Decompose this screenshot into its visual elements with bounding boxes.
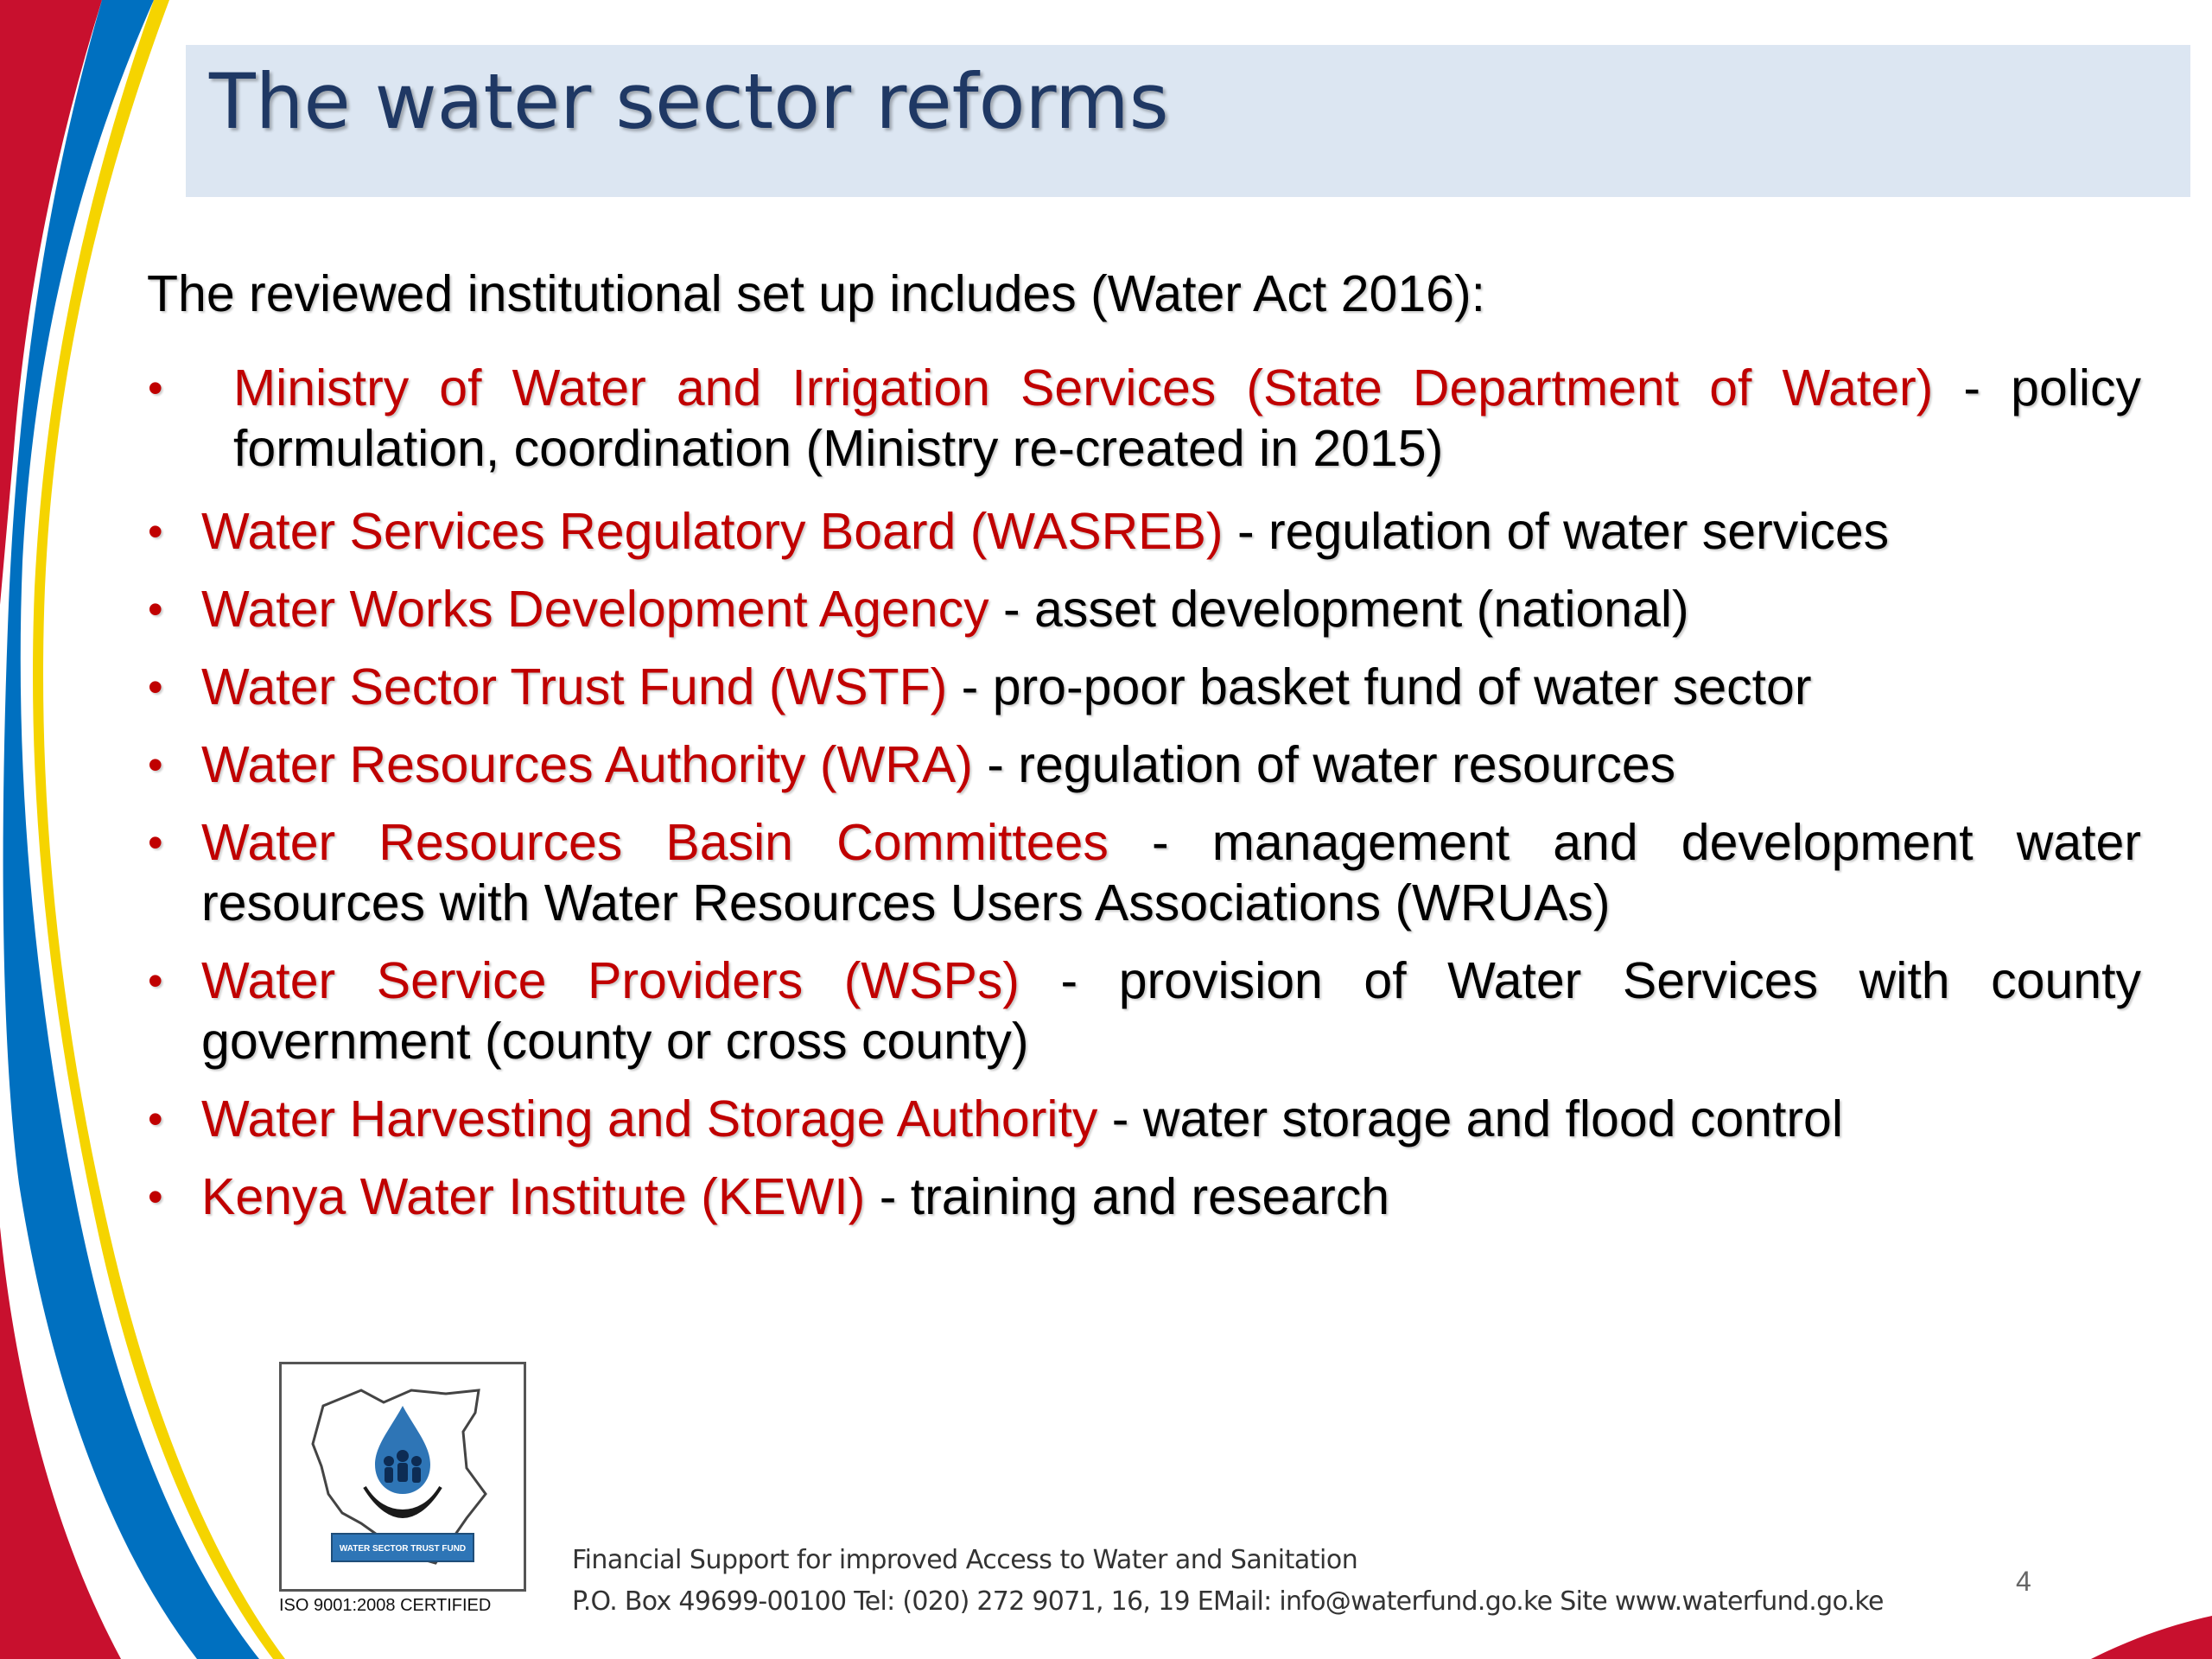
intro-text: The reviewed institutional set up includ… [147, 265, 1485, 322]
red-swoosh-bottom-left [0, 1227, 121, 1659]
kenya-map-logo-icon: WATER SECTOR TRUST FUND [311, 1389, 487, 1565]
footer-contact: P.O. Box 49699-00100 Tel: (020) 272 9071… [572, 1586, 1884, 1617]
bullet: • [148, 663, 163, 711]
institution-role: - training and research [865, 1168, 1390, 1225]
institution-role: - regulation of water resources [972, 736, 1676, 793]
list-item-wsps: • Water Service Providers (WSPs) - provis… [148, 950, 2141, 1071]
institution-name: Water Sector Trust Fund (WSTF) [201, 658, 948, 715]
list-item-wasreb: • Water Services Regulatory Board (WASREB… [148, 501, 2141, 562]
institution-name: Water Harvesting and Storage Authority [201, 1090, 1098, 1147]
wstf-logo: WATER SECTOR TRUST FUND [279, 1362, 526, 1592]
red-swoosh-left [0, 0, 102, 605]
bullet: • [148, 741, 163, 789]
institution-name: Water Resources Basin Committees [201, 814, 1109, 871]
iso-certified-label: ISO 9001:2008 CERTIFIED [279, 1596, 492, 1615]
institution-role: - water storage and flood control [1097, 1090, 1843, 1147]
slide-title: The water sector reforms [209, 57, 1169, 146]
page-number: 4 [2016, 1566, 2031, 1597]
institution-role: - management and development water resou… [201, 814, 2141, 931]
title-band [186, 45, 2190, 197]
bullet: • [148, 364, 163, 412]
bullet: • [148, 507, 163, 556]
bullet: • [148, 957, 163, 1005]
institution-role: - policy formulation, coordination (Mini… [233, 359, 2142, 477]
institution-name: Water Works Development Agency [201, 581, 989, 638]
institution-role: - pro-poor basket fund of water sector [947, 658, 1812, 715]
institution-name: Water Resources Authority (WRA) [201, 736, 973, 793]
institution-name: Water Services Regulatory Board (WASREB) [201, 503, 1224, 560]
list-item-wra: • Water Resources Authority (WRA) - regul… [148, 734, 2141, 795]
bullet: • [148, 818, 163, 867]
bullet: • [148, 1095, 163, 1143]
bullet: • [148, 585, 163, 633]
institution-name: Ministry of Water and Irrigation Service… [233, 359, 1934, 416]
institution-role: - asset development (national) [988, 581, 1689, 638]
red-swoosh-bottom-right [2091, 1616, 2212, 1659]
institution-name: Kenya Water Institute (KEWI) [201, 1168, 866, 1225]
list-item-ministry: • Ministry of Water and Irrigation Servic… [148, 358, 2142, 479]
institution-role: - provision of Water Services with count… [201, 952, 2141, 1070]
blue-swoosh-left [3, 0, 259, 1659]
hands-icon [363, 1485, 442, 1519]
institution-name: Water Service Providers (WSPs) [201, 952, 1020, 1009]
list-item-basin-committees: • Water Resources Basin Committees - mana… [148, 812, 2141, 933]
bullet: • [148, 1173, 163, 1221]
list-item-wstf: • Water Sector Trust Fund (WSTF) - pro-po… [148, 657, 2141, 717]
footer-tagline: Financial Support for improved Access to… [572, 1545, 1358, 1575]
list-item-harvesting-authority: • Water Harvesting and Storage Authority … [148, 1089, 2141, 1149]
logo-banner-text: WATER SECTOR TRUST FUND [340, 1544, 466, 1554]
list-item-wwda: • Water Works Development Agency - asset … [148, 579, 2141, 639]
list-item-kewi: • Kenya Water Institute (KEWI) - training… [148, 1166, 2141, 1227]
institution-role: - regulation of water services [1223, 503, 1890, 560]
